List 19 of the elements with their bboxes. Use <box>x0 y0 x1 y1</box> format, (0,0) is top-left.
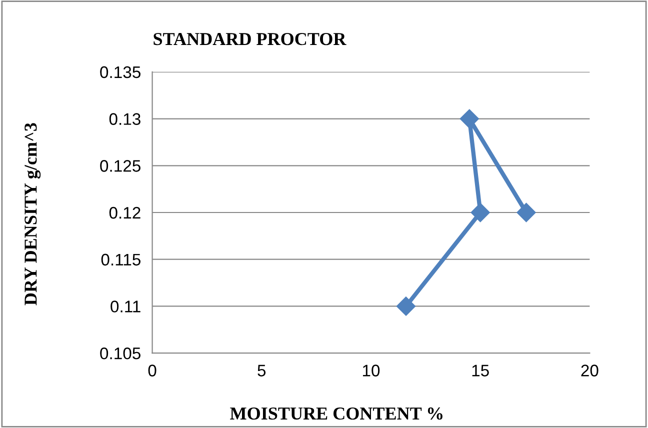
x-tick-label: 0 <box>148 364 156 376</box>
y-tick-label: 0.12 <box>109 206 140 219</box>
y-tick-label: 0.125 <box>100 160 140 172</box>
x-tick-label: 20 <box>581 364 598 376</box>
x-tick-label: 5 <box>258 364 266 376</box>
x-tick-label: 15 <box>472 364 489 376</box>
point <box>396 296 416 316</box>
y-tick-label: 0.13 <box>109 113 140 125</box>
x-axis-title: MOISTURE CONTENT % <box>230 407 442 420</box>
point <box>516 202 536 222</box>
y-tick-label: 0.115 <box>101 254 140 266</box>
x-tick-label: 10 <box>362 364 380 376</box>
y-tick-label: 0.135 <box>100 66 140 78</box>
y-axis-title: DRY DENSITY g/cm^3 <box>24 123 41 306</box>
point <box>460 109 479 128</box>
chart-title: STANDARD PROCTOR <box>154 32 346 46</box>
y-tick-label: 0.105 <box>100 348 140 360</box>
point <box>470 202 490 222</box>
y-tick-label: 0.11 <box>110 300 140 312</box>
